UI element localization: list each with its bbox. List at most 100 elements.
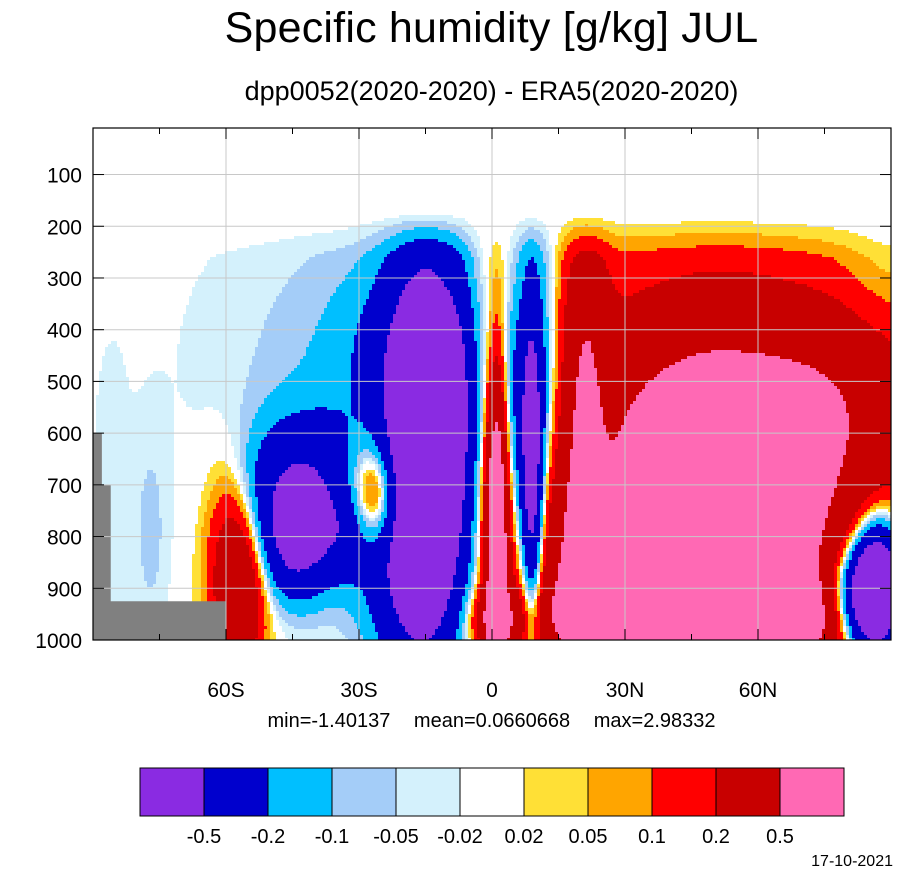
field-cell bbox=[525, 617, 528, 620]
field-cell bbox=[516, 470, 519, 473]
field-cell bbox=[858, 557, 891, 560]
field-cell bbox=[513, 551, 516, 554]
field-cell bbox=[555, 320, 558, 323]
field-cell bbox=[543, 458, 546, 461]
field-cell bbox=[513, 353, 528, 356]
field-cell bbox=[447, 242, 465, 245]
field-cell bbox=[351, 356, 384, 359]
field-cell bbox=[489, 368, 492, 371]
field-cell bbox=[534, 608, 537, 611]
field-cell bbox=[483, 545, 489, 548]
field-cell bbox=[477, 512, 480, 515]
field-cell bbox=[480, 377, 483, 380]
field-cell bbox=[555, 266, 558, 269]
field-cell bbox=[549, 530, 564, 533]
field-cell bbox=[582, 353, 594, 356]
field-cell bbox=[471, 530, 477, 533]
field-cell bbox=[606, 260, 837, 263]
field-cell bbox=[510, 245, 516, 248]
field-cell bbox=[195, 527, 201, 530]
field-cell bbox=[510, 275, 516, 278]
field-cell bbox=[348, 476, 354, 479]
field-cell bbox=[480, 368, 483, 371]
field-cell bbox=[549, 461, 552, 464]
field-cell bbox=[510, 533, 513, 536]
field-cell bbox=[246, 518, 249, 521]
field-cell bbox=[780, 356, 891, 359]
field-cell bbox=[516, 425, 522, 428]
field-cell bbox=[159, 503, 174, 506]
field-cell bbox=[567, 494, 834, 497]
field-cell bbox=[375, 629, 405, 632]
field-cell bbox=[507, 473, 510, 476]
field-cell bbox=[513, 395, 522, 398]
field-cell bbox=[471, 614, 474, 617]
field-cell bbox=[537, 383, 546, 386]
field-cell bbox=[504, 386, 507, 389]
field-cell bbox=[96, 542, 141, 545]
field-cell bbox=[537, 584, 540, 587]
field-cell bbox=[249, 371, 291, 374]
field-cell bbox=[471, 524, 477, 527]
field-cell bbox=[846, 635, 849, 638]
field-cell bbox=[513, 386, 525, 389]
field-cell bbox=[477, 584, 480, 587]
field-cell bbox=[510, 356, 513, 359]
field-cell bbox=[486, 431, 492, 434]
field-cell bbox=[231, 494, 240, 497]
field-cell bbox=[549, 446, 552, 449]
field-cell bbox=[522, 296, 540, 299]
field-cell bbox=[489, 296, 492, 299]
field-cell bbox=[258, 539, 264, 542]
field-cell bbox=[252, 563, 258, 566]
field-cell bbox=[528, 635, 534, 638]
field-cell bbox=[825, 524, 849, 527]
field-cell bbox=[510, 248, 513, 251]
field-cell bbox=[267, 572, 273, 575]
field-cell bbox=[522, 428, 540, 431]
field-cell bbox=[486, 464, 489, 467]
field-cell bbox=[510, 341, 516, 344]
field-cell bbox=[261, 443, 348, 446]
field-cell bbox=[483, 296, 486, 299]
field-cell bbox=[489, 377, 492, 380]
field-cell bbox=[273, 425, 348, 428]
y-tick-label: 200 bbox=[47, 216, 82, 239]
field-cell bbox=[504, 473, 507, 476]
field-cell bbox=[492, 341, 501, 344]
field-cell bbox=[378, 269, 420, 272]
field-cell bbox=[384, 482, 387, 485]
field-cell bbox=[387, 509, 396, 512]
field-cell bbox=[273, 497, 330, 500]
field-cell bbox=[552, 596, 822, 599]
field-cell bbox=[306, 353, 351, 356]
field-cell bbox=[471, 578, 474, 581]
field-cell bbox=[501, 332, 504, 335]
field-cell bbox=[888, 515, 891, 518]
field-cell bbox=[351, 371, 384, 374]
field-cell bbox=[474, 548, 477, 551]
field-cell bbox=[246, 488, 249, 491]
field-cell bbox=[849, 629, 852, 632]
field-cell bbox=[501, 299, 504, 302]
field-cell bbox=[555, 299, 558, 302]
field-cell bbox=[558, 350, 564, 353]
field-cell bbox=[492, 452, 501, 455]
field-cell bbox=[525, 485, 537, 488]
field-cell bbox=[483, 428, 486, 431]
field-cell bbox=[276, 539, 336, 542]
field-cell bbox=[513, 443, 516, 446]
field-cell bbox=[465, 467, 474, 470]
field-cell bbox=[477, 497, 480, 500]
field-cell bbox=[561, 401, 576, 404]
field-cell bbox=[516, 281, 522, 284]
field-cell bbox=[546, 497, 549, 500]
field-cell bbox=[267, 434, 348, 437]
field-cell bbox=[261, 335, 312, 338]
field-cell bbox=[543, 521, 546, 524]
field-cell bbox=[516, 503, 519, 506]
field-cell bbox=[525, 614, 528, 617]
field-cell bbox=[822, 239, 873, 242]
field-cell bbox=[549, 518, 564, 521]
field-cell bbox=[843, 455, 891, 458]
